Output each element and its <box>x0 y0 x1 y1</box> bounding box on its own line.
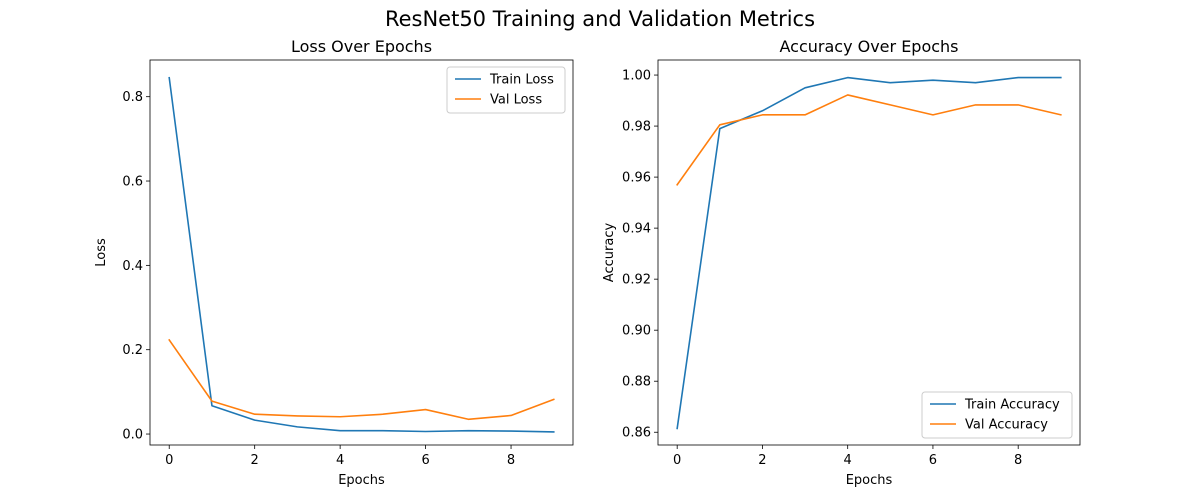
accuracy-y-tick-label: 0.98 <box>622 120 651 135</box>
loss-y-tick-label: 0.2 <box>122 343 143 358</box>
loss-x-tick-label: 2 <box>251 453 259 468</box>
accuracy-x-tick-label: 0 <box>673 453 681 468</box>
accuracy-y-tick-label: 0.94 <box>622 222 651 237</box>
accuracy-plot-frame <box>657 59 1081 446</box>
accuracy-legend-box <box>921 391 1073 439</box>
accuracy-y-tick-label: 0.92 <box>622 273 651 288</box>
loss-legend-label: Val Loss <box>490 93 542 108</box>
loss-y-tick-label: 0.6 <box>122 175 143 190</box>
accuracy-legend-label: Val Accuracy <box>965 418 1048 433</box>
loss-x-axis-label: Epochs <box>338 473 385 488</box>
loss-y-tick-label: 0.0 <box>122 428 143 443</box>
loss-chart-panel: Loss Over Epochs 0 2 4 6 8 0.0 0.2 0.4 0.6 0.8 Epoc… <box>94 37 574 488</box>
accuracy-series-line-train <box>676 76 1062 430</box>
loss-chart-title: Loss Over Epochs <box>291 37 432 56</box>
accuracy-x-tick-label: 6 <box>929 453 937 468</box>
loss-plot-frame <box>149 59 574 446</box>
loss-y-tick-label: 0.4 <box>122 259 143 274</box>
loss-legend: Train Loss Val Loss <box>446 66 566 114</box>
accuracy-y-tick-label: 0.86 <box>622 426 651 441</box>
loss-x-tick-label: 6 <box>421 453 429 468</box>
accuracy-x-tick-label: 4 <box>844 453 852 468</box>
accuracy-x-tick-label: 8 <box>1014 453 1022 468</box>
accuracy-legend: Train Accuracy Val Accuracy <box>921 391 1073 439</box>
accuracy-x-axis-label: Epochs <box>846 473 893 488</box>
loss-series-line-train <box>168 76 555 433</box>
loss-x-tick-label: 8 <box>507 453 515 468</box>
accuracy-legend-label: Train Accuracy <box>964 398 1060 413</box>
loss-x-tick-label: 0 <box>165 453 173 468</box>
loss-legend-label: Train Loss <box>489 73 554 88</box>
accuracy-series-line-val <box>676 94 1062 186</box>
accuracy-y-axis-label: Accuracy <box>602 223 617 283</box>
accuracy-y-tick-label: 0.90 <box>622 324 651 339</box>
loss-series-line-val <box>168 338 555 421</box>
accuracy-chart-title: Accuracy Over Epochs <box>779 37 958 56</box>
figure-title: ResNet50 Training and Validation Metrics <box>385 7 815 31</box>
loss-y-axis-label: Loss <box>94 238 109 267</box>
accuracy-y-tick-label: 0.96 <box>622 171 651 186</box>
accuracy-y-tick-label: 0.88 <box>622 375 651 390</box>
loss-x-tick-label: 4 <box>336 453 344 468</box>
accuracy-x-tick-label: 2 <box>758 453 766 468</box>
accuracy-y-tick-label: 1.00 <box>622 69 651 84</box>
accuracy-chart-panel: Accuracy Over Epochs 0 2 4 6 8 0.86 0.88 0.90 0.9… <box>602 37 1081 488</box>
loss-y-tick-label: 0.8 <box>122 90 143 105</box>
